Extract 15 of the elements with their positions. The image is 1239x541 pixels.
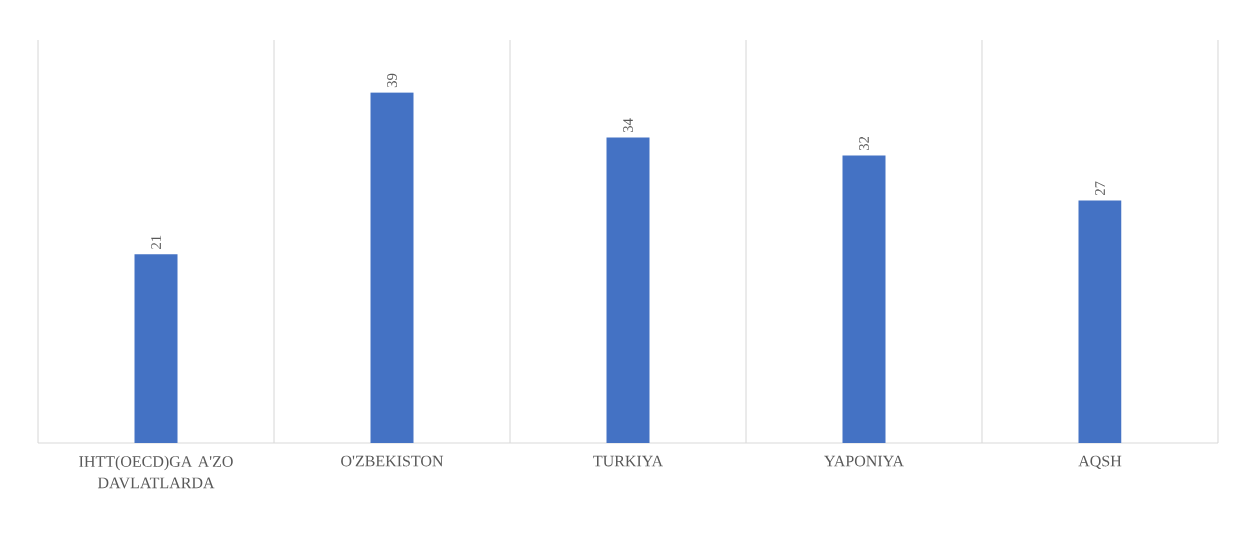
x-tick-label: IHTT(OECD)GA A'ZO DAVLATLARDA [79,455,233,489]
bar [842,155,886,443]
x-tick-label: O'ZBEKISTON [341,455,444,467]
bar [134,254,178,443]
data-label: 21 [151,235,161,249]
bar [370,92,414,443]
bar [1078,200,1122,443]
x-tick-label: TURKIYA [593,455,663,467]
data-label: 39 [387,73,397,88]
data-label: 32 [859,136,869,151]
bar [606,137,650,443]
x-tick-label: YAPONIYA [824,455,904,467]
data-label: 34 [623,118,633,133]
x-tick-label: AQSH [1078,455,1122,469]
data-label: 27 [1095,181,1105,196]
